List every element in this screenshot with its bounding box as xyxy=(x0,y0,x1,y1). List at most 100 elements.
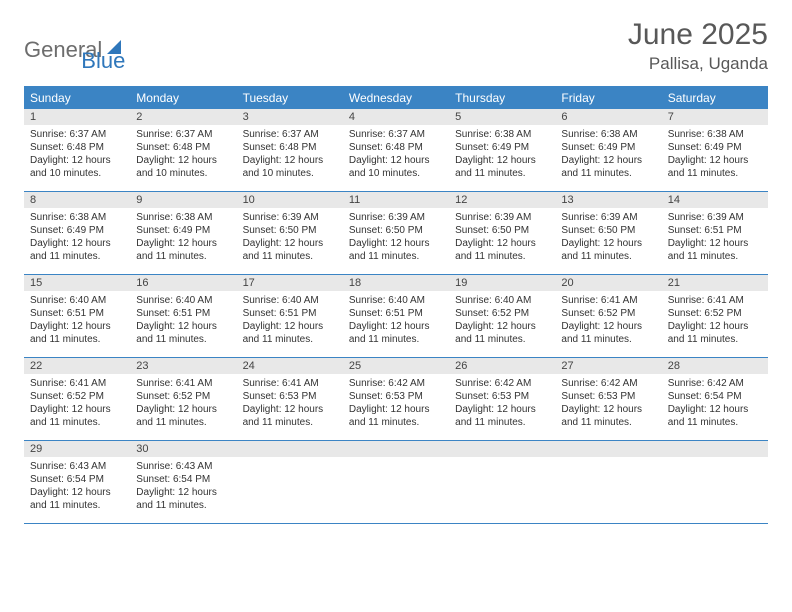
week-row: 1Sunrise: 6:37 AMSunset: 6:48 PMDaylight… xyxy=(24,109,768,192)
sunrise: Sunrise: 6:43 AM xyxy=(136,460,230,473)
calendar-cell: 10Sunrise: 6:39 AMSunset: 6:50 PMDayligh… xyxy=(237,192,343,274)
sunset: Sunset: 6:51 PM xyxy=(243,307,337,320)
daylight: Daylight: 12 hours and 11 minutes. xyxy=(30,320,124,346)
daylight: Daylight: 12 hours and 11 minutes. xyxy=(349,237,443,263)
cell-body: Sunrise: 6:41 AMSunset: 6:52 PMDaylight:… xyxy=(555,291,661,351)
sunset: Sunset: 6:50 PM xyxy=(455,224,549,237)
sunrise: Sunrise: 6:38 AM xyxy=(455,128,549,141)
week-row: 15Sunrise: 6:40 AMSunset: 6:51 PMDayligh… xyxy=(24,275,768,358)
day-number: 23 xyxy=(130,358,236,374)
calendar-cell: 23Sunrise: 6:41 AMSunset: 6:52 PMDayligh… xyxy=(130,358,236,440)
calendar: Sunday Monday Tuesday Wednesday Thursday… xyxy=(24,86,768,524)
sunrise: Sunrise: 6:42 AM xyxy=(455,377,549,390)
calendar-cell: 28Sunrise: 6:42 AMSunset: 6:54 PMDayligh… xyxy=(662,358,768,440)
daylight: Daylight: 12 hours and 11 minutes. xyxy=(455,403,549,429)
sunrise: Sunrise: 6:39 AM xyxy=(455,211,549,224)
sunset: Sunset: 6:52 PM xyxy=(561,307,655,320)
sunset: Sunset: 6:50 PM xyxy=(243,224,337,237)
cell-body: Sunrise: 6:37 AMSunset: 6:48 PMDaylight:… xyxy=(24,125,130,185)
week-row: 8Sunrise: 6:38 AMSunset: 6:49 PMDaylight… xyxy=(24,192,768,275)
calendar-cell: 6Sunrise: 6:38 AMSunset: 6:49 PMDaylight… xyxy=(555,109,661,191)
cell-body: Sunrise: 6:37 AMSunset: 6:48 PMDaylight:… xyxy=(237,125,343,185)
calendar-cell: 25Sunrise: 6:42 AMSunset: 6:53 PMDayligh… xyxy=(343,358,449,440)
day-number: 27 xyxy=(555,358,661,374)
day-number xyxy=(662,441,768,457)
calendar-cell: 11Sunrise: 6:39 AMSunset: 6:50 PMDayligh… xyxy=(343,192,449,274)
sunset: Sunset: 6:49 PM xyxy=(455,141,549,154)
calendar-cell: 3Sunrise: 6:37 AMSunset: 6:48 PMDaylight… xyxy=(237,109,343,191)
calendar-cell: 24Sunrise: 6:41 AMSunset: 6:53 PMDayligh… xyxy=(237,358,343,440)
cell-body: Sunrise: 6:39 AMSunset: 6:51 PMDaylight:… xyxy=(662,208,768,268)
day-number: 26 xyxy=(449,358,555,374)
sunrise: Sunrise: 6:39 AM xyxy=(561,211,655,224)
daylight: Daylight: 12 hours and 11 minutes. xyxy=(136,486,230,512)
day-number: 12 xyxy=(449,192,555,208)
cell-body: Sunrise: 6:41 AMSunset: 6:52 PMDaylight:… xyxy=(662,291,768,351)
calendar-cell: 13Sunrise: 6:39 AMSunset: 6:50 PMDayligh… xyxy=(555,192,661,274)
sunrise: Sunrise: 6:38 AM xyxy=(30,211,124,224)
day-number: 5 xyxy=(449,109,555,125)
day-number: 11 xyxy=(343,192,449,208)
sunrise: Sunrise: 6:40 AM xyxy=(243,294,337,307)
month-title: June 2025 xyxy=(628,18,768,52)
cell-body: Sunrise: 6:40 AMSunset: 6:51 PMDaylight:… xyxy=(237,291,343,351)
week-row: 22Sunrise: 6:41 AMSunset: 6:52 PMDayligh… xyxy=(24,358,768,441)
daylight: Daylight: 12 hours and 11 minutes. xyxy=(561,237,655,263)
sunset: Sunset: 6:48 PM xyxy=(243,141,337,154)
sunset: Sunset: 6:48 PM xyxy=(30,141,124,154)
day-number: 14 xyxy=(662,192,768,208)
calendar-cell: 17Sunrise: 6:40 AMSunset: 6:51 PMDayligh… xyxy=(237,275,343,357)
day-number: 22 xyxy=(24,358,130,374)
daylight: Daylight: 12 hours and 10 minutes. xyxy=(136,154,230,180)
sunset: Sunset: 6:54 PM xyxy=(30,473,124,486)
sunrise: Sunrise: 6:42 AM xyxy=(349,377,443,390)
dow-wednesday: Wednesday xyxy=(343,88,449,109)
sunset: Sunset: 6:50 PM xyxy=(349,224,443,237)
dow-thursday: Thursday xyxy=(449,88,555,109)
sunrise: Sunrise: 6:40 AM xyxy=(136,294,230,307)
cell-body: Sunrise: 6:42 AMSunset: 6:54 PMDaylight:… xyxy=(662,374,768,434)
cell-body: Sunrise: 6:42 AMSunset: 6:53 PMDaylight:… xyxy=(343,374,449,434)
sunrise: Sunrise: 6:38 AM xyxy=(561,128,655,141)
day-number: 19 xyxy=(449,275,555,291)
sunrise: Sunrise: 6:37 AM xyxy=(243,128,337,141)
sunset: Sunset: 6:53 PM xyxy=(243,390,337,403)
sunset: Sunset: 6:54 PM xyxy=(136,473,230,486)
day-number: 25 xyxy=(343,358,449,374)
calendar-cell: 18Sunrise: 6:40 AMSunset: 6:51 PMDayligh… xyxy=(343,275,449,357)
day-number xyxy=(555,441,661,457)
day-number: 6 xyxy=(555,109,661,125)
daylight: Daylight: 12 hours and 11 minutes. xyxy=(455,154,549,180)
sunset: Sunset: 6:49 PM xyxy=(561,141,655,154)
daylight: Daylight: 12 hours and 11 minutes. xyxy=(136,237,230,263)
sunset: Sunset: 6:49 PM xyxy=(668,141,762,154)
sunrise: Sunrise: 6:42 AM xyxy=(561,377,655,390)
sunset: Sunset: 6:50 PM xyxy=(561,224,655,237)
cell-body: Sunrise: 6:43 AMSunset: 6:54 PMDaylight:… xyxy=(130,457,236,517)
sunset: Sunset: 6:52 PM xyxy=(455,307,549,320)
sunrise: Sunrise: 6:38 AM xyxy=(668,128,762,141)
daylight: Daylight: 12 hours and 11 minutes. xyxy=(561,403,655,429)
sunset: Sunset: 6:54 PM xyxy=(668,390,762,403)
sunrise: Sunrise: 6:43 AM xyxy=(30,460,124,473)
daylight: Daylight: 12 hours and 10 minutes. xyxy=(30,154,124,180)
dow-friday: Friday xyxy=(555,88,661,109)
cell-body: Sunrise: 6:37 AMSunset: 6:48 PMDaylight:… xyxy=(343,125,449,185)
cell-body: Sunrise: 6:38 AMSunset: 6:49 PMDaylight:… xyxy=(24,208,130,268)
day-number: 4 xyxy=(343,109,449,125)
calendar-cell: 1Sunrise: 6:37 AMSunset: 6:48 PMDaylight… xyxy=(24,109,130,191)
week-row: 29Sunrise: 6:43 AMSunset: 6:54 PMDayligh… xyxy=(24,441,768,524)
dow-saturday: Saturday xyxy=(662,88,768,109)
sunset: Sunset: 6:53 PM xyxy=(455,390,549,403)
cell-body: Sunrise: 6:40 AMSunset: 6:51 PMDaylight:… xyxy=(343,291,449,351)
logo-text-blue: Blue xyxy=(81,48,125,74)
sunrise: Sunrise: 6:41 AM xyxy=(668,294,762,307)
cell-body: Sunrise: 6:38 AMSunset: 6:49 PMDaylight:… xyxy=(130,208,236,268)
daylight: Daylight: 12 hours and 11 minutes. xyxy=(349,320,443,346)
daylight: Daylight: 12 hours and 11 minutes. xyxy=(136,403,230,429)
calendar-cell: 12Sunrise: 6:39 AMSunset: 6:50 PMDayligh… xyxy=(449,192,555,274)
sunrise: Sunrise: 6:39 AM xyxy=(243,211,337,224)
daylight: Daylight: 12 hours and 11 minutes. xyxy=(243,403,337,429)
sunset: Sunset: 6:52 PM xyxy=(30,390,124,403)
dow-monday: Monday xyxy=(130,88,236,109)
